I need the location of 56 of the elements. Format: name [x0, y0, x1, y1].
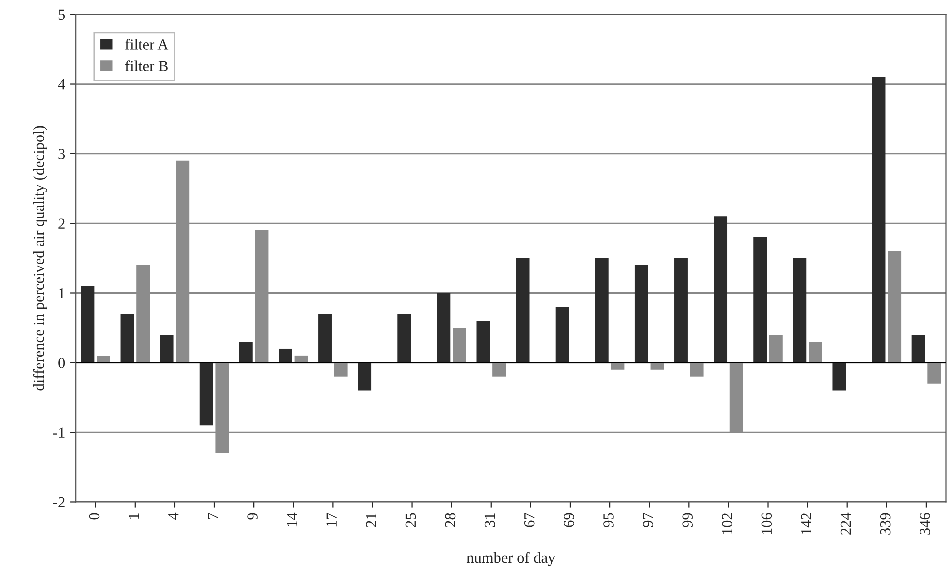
bar: [318, 314, 332, 363]
legend-label: filter B: [125, 60, 168, 72]
x-tick-label: 99: [682, 513, 693, 528]
legend-label: filter A: [125, 38, 169, 50]
bar: [120, 314, 134, 363]
bar: [793, 258, 807, 363]
bar: [398, 314, 412, 363]
x-tick-label: 7: [208, 513, 218, 520]
x-tick-label: 106: [762, 513, 772, 534]
x-tick-label: 17: [326, 513, 337, 527]
bar: [556, 307, 570, 363]
x-tick-label: 31: [484, 514, 496, 528]
bar: [912, 335, 926, 363]
y-tick-label: -1: [54, 428, 65, 438]
x-tick-label: 95: [604, 513, 614, 528]
x-axis-title: number of day: [466, 552, 556, 566]
x-tick-label: 102: [722, 514, 733, 534]
bar: [437, 293, 451, 363]
x-tick-label: 224: [840, 512, 852, 535]
x-tick-label: 69: [564, 513, 574, 528]
y-tick-label: 3: [58, 149, 66, 160]
bar: [516, 258, 530, 363]
x-tick-label: 142: [801, 514, 812, 534]
bar: [674, 258, 688, 363]
x-tick-label: 21: [366, 514, 376, 528]
bar: [200, 362, 214, 426]
bar: [634, 265, 648, 363]
bar: [832, 362, 846, 391]
x-tick-label: 25: [406, 513, 416, 528]
bar: [160, 335, 174, 363]
y-tick-label: -2: [54, 497, 65, 508]
y-tick-label: 4: [58, 80, 66, 90]
x-tick-label: 14: [287, 512, 298, 527]
x-tick-label: 28: [445, 513, 456, 528]
y-tick-label: 5: [58, 10, 66, 20]
x-tick-label: 4: [168, 512, 179, 520]
bar: [754, 238, 768, 363]
x-tick-label: 9: [248, 513, 258, 520]
bar: [239, 342, 253, 363]
x-tick-label: 1: [129, 514, 140, 519]
y-tick-label: 0: [58, 358, 66, 368]
y-axis-title: difference in perceived air quality (decipol): [33, 126, 48, 391]
bar: [81, 286, 95, 363]
y-tick-label: 2: [58, 218, 65, 229]
x-tick-label: 339: [880, 513, 891, 535]
bar: [278, 348, 292, 363]
bar: [714, 216, 728, 363]
bar: [872, 77, 886, 363]
x-tick-label: 97: [643, 513, 654, 528]
x-tick-label: 0: [89, 513, 100, 520]
x-tick-label: 346: [920, 513, 930, 535]
bar: [595, 258, 609, 363]
bar: [358, 362, 372, 391]
x-tick-label: 67: [524, 513, 535, 528]
y-tick-label: 1: [59, 288, 65, 299]
bar: [476, 321, 490, 363]
